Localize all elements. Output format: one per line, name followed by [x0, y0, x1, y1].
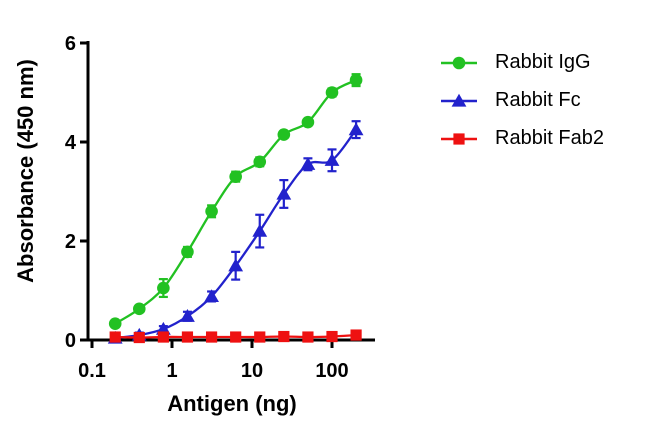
legend-item-rabbit-fab2: Rabbit Fab2: [441, 126, 604, 151]
error-bar: [279, 130, 289, 139]
y-tick-label: 0: [65, 330, 76, 352]
series-rabbit-fc: [107, 120, 364, 344]
data-point: [324, 153, 340, 166]
error-bar: [327, 148, 337, 173]
data-point: [326, 330, 338, 343]
legend-marker-shape: [452, 56, 466, 69]
legend-label: Rabbit IgG: [495, 51, 591, 73]
data-point: [278, 330, 290, 343]
fit-curve: [115, 128, 358, 340]
x-tick-label: 0.1: [78, 360, 106, 382]
x-tick-label: 10: [241, 360, 263, 382]
data-point: [252, 223, 268, 237]
data-point: [301, 115, 315, 129]
error-bar: [279, 179, 289, 209]
data-point: [205, 331, 218, 343]
data-point: [109, 331, 121, 343]
data-point: [300, 157, 316, 170]
data-point: [350, 329, 362, 341]
data-point: [228, 258, 244, 272]
data-point: [276, 186, 292, 200]
x-axis-title: Antigen (ng): [167, 391, 297, 416]
error-bar: [351, 73, 361, 88]
data-point: [253, 155, 267, 169]
legend: Rabbit IgG Rabbit Fc Rabbit Fab2: [441, 50, 604, 164]
error-bar: [303, 157, 313, 172]
legend-marker-shape: [451, 93, 467, 107]
legend-item-rabbit-fc: Rabbit Fc: [441, 88, 604, 113]
data-point: [230, 331, 242, 343]
square-marker-icon: [441, 132, 477, 145]
circle-marker-icon: [441, 56, 477, 69]
data-point: [180, 309, 195, 322]
legend-label: Rabbit Fc: [495, 89, 581, 111]
error-bar: [327, 87, 337, 98]
series-rabbit-fab2: [109, 329, 362, 344]
data-point: [349, 73, 363, 87]
data-point: [157, 281, 170, 295]
x-tick-label: 1: [166, 360, 177, 382]
y-tick-label: 4: [65, 132, 77, 154]
data-point: [277, 128, 291, 141]
data-point: [254, 331, 266, 343]
data-point: [133, 331, 145, 344]
fit-curve: [114, 79, 357, 325]
data-point: [157, 331, 169, 343]
error-bar: [303, 118, 313, 127]
error-bar: [255, 213, 265, 249]
data-point: [181, 245, 194, 259]
y-tick-label: 6: [65, 33, 76, 55]
error-bar: [255, 156, 265, 168]
data-point: [181, 331, 194, 343]
x-tick-label: 100: [315, 360, 348, 382]
data-point: [205, 205, 218, 218]
data-point: [204, 289, 219, 303]
series-rabbit-igg: [108, 73, 363, 330]
data-point: [302, 331, 314, 343]
data-point: [229, 170, 242, 183]
data-point: [348, 122, 364, 136]
y-axis-title: Absorbance (450 nm): [13, 59, 38, 283]
legend-marker-shape: [453, 132, 465, 145]
legend-label: Rabbit Fab2: [495, 127, 604, 149]
legend-item-rabbit-igg: Rabbit IgG: [441, 50, 604, 75]
triangle-marker-icon: [441, 93, 477, 107]
data-point: [132, 302, 146, 316]
y-tick-label: 2: [65, 231, 76, 253]
data-point: [325, 86, 339, 99]
data-point: [108, 317, 122, 330]
